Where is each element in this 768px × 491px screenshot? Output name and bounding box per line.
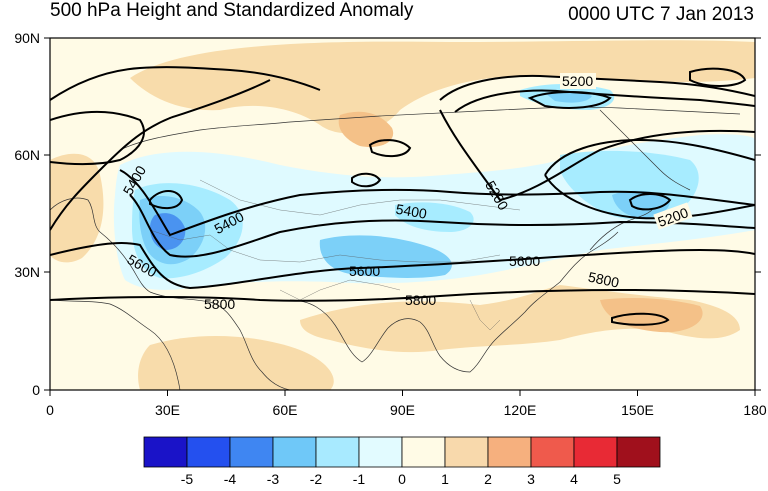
contour-5200-north-b [454, 89, 755, 113]
coast-arctic [119, 106, 741, 151]
contour-label-5400-central: 5400 [395, 201, 429, 222]
contour-label-5800-east: 5800 [587, 269, 621, 291]
contour-atlantic [50, 110, 145, 166]
contour-5600 [50, 242, 755, 290]
lon-tick-120e: 120E [504, 402, 537, 418]
contour-low-northeast [689, 67, 747, 87]
anomaly-neg3-central [319, 235, 452, 278]
contour-label-5800-central: 5800 [405, 292, 436, 308]
colorbar: -5 -4 -3 -2 -1 0 1 2 3 4 5 [143, 436, 661, 487]
coast-kamchatka [599, 109, 691, 191]
lon-tick-30e: 30E [155, 402, 180, 418]
lon-tick-60e: 60E [273, 402, 298, 418]
contour-low-east [628, 193, 672, 211]
lon-tick-0: 0 [46, 402, 54, 418]
lon-tick-180: 180 [743, 402, 767, 418]
anomaly-pos2-siberia [338, 111, 394, 148]
borders [149, 179, 521, 331]
coast-europe-arabia [50, 197, 291, 390]
border-se-asia [469, 299, 501, 331]
lon-tick-90e: 90E [390, 402, 415, 418]
colorbar-swatch [616, 436, 661, 468]
contour-label-5800-west: 5800 [204, 296, 235, 312]
contour-label-5200-north: 5200 [562, 73, 593, 89]
colorbar-label: -5 [181, 471, 194, 487]
contour-label-5600-east: 5600 [509, 253, 540, 269]
colorbar-swatch [444, 436, 489, 468]
border-europe [149, 229, 231, 251]
lat-tick-30n: 30N [14, 264, 40, 280]
colorbar-label: 2 [484, 471, 492, 487]
colorbar-swatch [315, 436, 360, 468]
lat-axis [44, 37, 761, 391]
contour-low-arctic [527, 91, 612, 109]
map-datetime: 0000 UTC 7 Jan 2013 [568, 4, 754, 25]
colorbar-label: 1 [441, 471, 449, 487]
lat-tick-eq: 0 [32, 382, 40, 398]
colorbar-label: 0 [398, 471, 406, 487]
border-south [279, 279, 401, 301]
colorbar-swatch [530, 436, 575, 468]
contour-low-siberia [368, 139, 412, 158]
contour-5200-east [439, 109, 755, 202]
colorbar-label: 3 [527, 471, 535, 487]
colorbar-label: -4 [224, 471, 237, 487]
coast-africa [50, 299, 181, 390]
colorbar-swatch [573, 436, 618, 468]
anomaly-pos-africa [138, 335, 334, 390]
colorbar-swatch [487, 436, 532, 468]
contour-low-small [351, 172, 382, 188]
colorbar-swatch [272, 436, 317, 468]
contour-5400 [129, 194, 755, 258]
contour-label-5600-central: 5600 [349, 263, 380, 279]
colorbar-label: -2 [310, 471, 323, 487]
colorbar-label: -1 [353, 471, 366, 487]
colorbar-label: -3 [267, 471, 280, 487]
height-contours [50, 66, 755, 326]
lon-tick-150e: 150E [621, 402, 654, 418]
map-title: 500 hPa Height and Standardized Anomaly [50, 0, 414, 21]
colorbar-label: 4 [570, 471, 578, 487]
contour-low-europe [149, 190, 184, 210]
anomaly-neg2-mongolia [395, 202, 474, 232]
colorbar-swatch [229, 436, 274, 468]
colorbar-swatch [401, 436, 446, 468]
colorbar-swatch [186, 436, 231, 468]
colorbar-label: 5 [613, 471, 621, 487]
lat-tick-60n: 60N [14, 147, 40, 163]
colorbar-swatch [358, 436, 403, 468]
anomaly-neg3-east [612, 190, 671, 218]
coastlines [50, 106, 741, 390]
coast-south-asia [289, 231, 619, 373]
contour-north-west [50, 66, 321, 101]
contour-5200-east-c [544, 174, 755, 220]
border-central-asia [229, 249, 501, 263]
anomaly-pos-arctic [130, 40, 755, 134]
colorbar-swatch [143, 436, 188, 468]
lat-tick-90n: 90N [14, 30, 40, 46]
border-russia-south [199, 179, 521, 216]
contour-5400b [119, 169, 755, 237]
contour-west-ridge [50, 79, 271, 231]
contour-5800 [50, 288, 755, 302]
contour-5200-east-b [544, 138, 755, 176]
lon-axis [49, 390, 756, 396]
contour-high-pacific [611, 312, 670, 326]
